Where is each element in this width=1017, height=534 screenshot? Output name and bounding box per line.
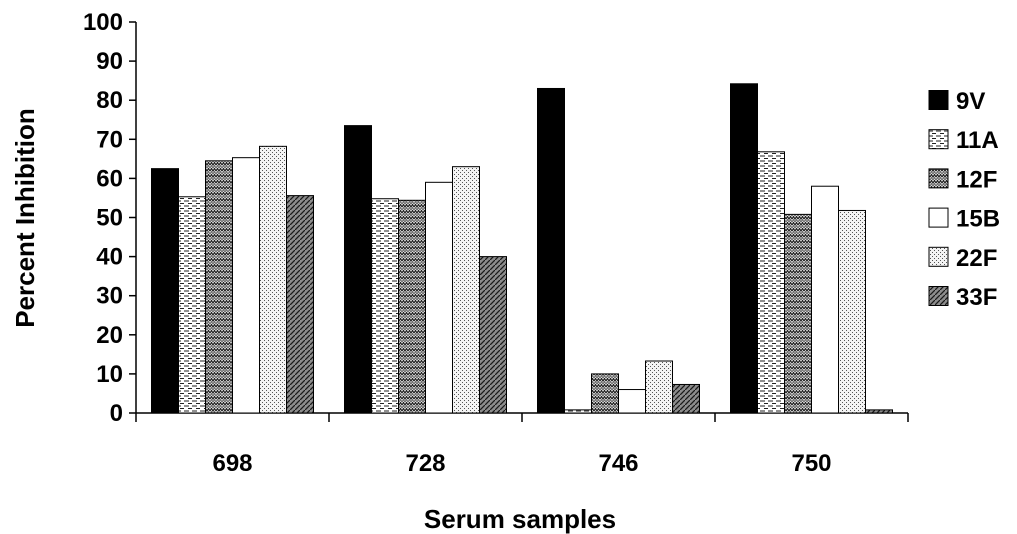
- bar-33F-750: [865, 409, 893, 414]
- x-tick-label: 750: [791, 450, 831, 477]
- bar-9V-698: [151, 168, 179, 414]
- legend-swatch-9V: [928, 90, 949, 110]
- legend: 9V 11A 12F 15B 22F 33F: [928, 88, 1000, 311]
- y-tick-label: 80: [96, 87, 123, 114]
- bars: [151, 83, 893, 414]
- legend-swatch-11A: [928, 129, 949, 150]
- bar-33F-698: [286, 195, 314, 414]
- legend-swatch-15B: [928, 207, 949, 228]
- bar-11A-746: [564, 409, 592, 414]
- y-tick-label: 30: [96, 283, 123, 310]
- legend-swatch-33F: [928, 286, 949, 306]
- y-tick-label: 0: [110, 400, 123, 427]
- x-tick-label: 728: [405, 450, 445, 477]
- legend-swatch-22F: [928, 246, 949, 267]
- bar-15B-750: [811, 185, 839, 414]
- axes: 0 10 20 30 40 50 60 70 80 90 100 698 728 746 750: [83, 9, 909, 477]
- bar-11A-728: [371, 198, 399, 414]
- bar-15B-746: [618, 389, 646, 414]
- bar-15B-728: [425, 181, 453, 414]
- y-tick-label: 70: [96, 126, 123, 153]
- legend-label-9V: 9V: [956, 88, 985, 115]
- y-tick-label: 10: [96, 361, 123, 388]
- legend-label-33F: 33F: [956, 284, 997, 311]
- x-axis-title: Serum samples: [424, 504, 616, 534]
- y-tick-label: 20: [96, 322, 123, 349]
- bar-15B-698: [232, 157, 260, 414]
- legend-label-12F: 12F: [956, 166, 997, 193]
- bar-12F-746: [591, 373, 619, 414]
- bar-9V-750: [730, 83, 758, 414]
- x-tick-label: 698: [212, 450, 252, 477]
- bar-9V-728: [344, 125, 372, 414]
- y-tick-label: 60: [96, 165, 123, 192]
- bar-22F-698: [259, 145, 287, 414]
- bar-11A-698: [178, 196, 206, 414]
- bar-12F-728: [398, 199, 426, 414]
- bar-22F-750: [838, 209, 866, 414]
- legend-label-22F: 22F: [956, 245, 997, 272]
- bar-33F-746: [672, 383, 700, 414]
- x-tick-label: 746: [598, 450, 638, 477]
- y-tick-label: 40: [96, 244, 123, 271]
- bar-33F-728: [479, 256, 507, 414]
- bar-9V-746: [537, 87, 565, 414]
- legend-swatch-12F: [928, 168, 949, 189]
- bar-12F-750: [784, 213, 812, 414]
- bar-22F-746: [645, 360, 673, 414]
- bar-22F-728: [452, 166, 480, 414]
- y-tick-label: 50: [96, 205, 123, 232]
- y-tick-label: 100: [83, 9, 123, 36]
- legend-label-11A: 11A: [956, 127, 999, 154]
- bar-12F-698: [205, 160, 233, 414]
- legend-label-15B: 15B: [956, 206, 1000, 233]
- bar-11A-750: [757, 151, 785, 414]
- y-axis-title: Percent Inhibition: [10, 108, 40, 328]
- y-tick-label: 90: [96, 48, 123, 75]
